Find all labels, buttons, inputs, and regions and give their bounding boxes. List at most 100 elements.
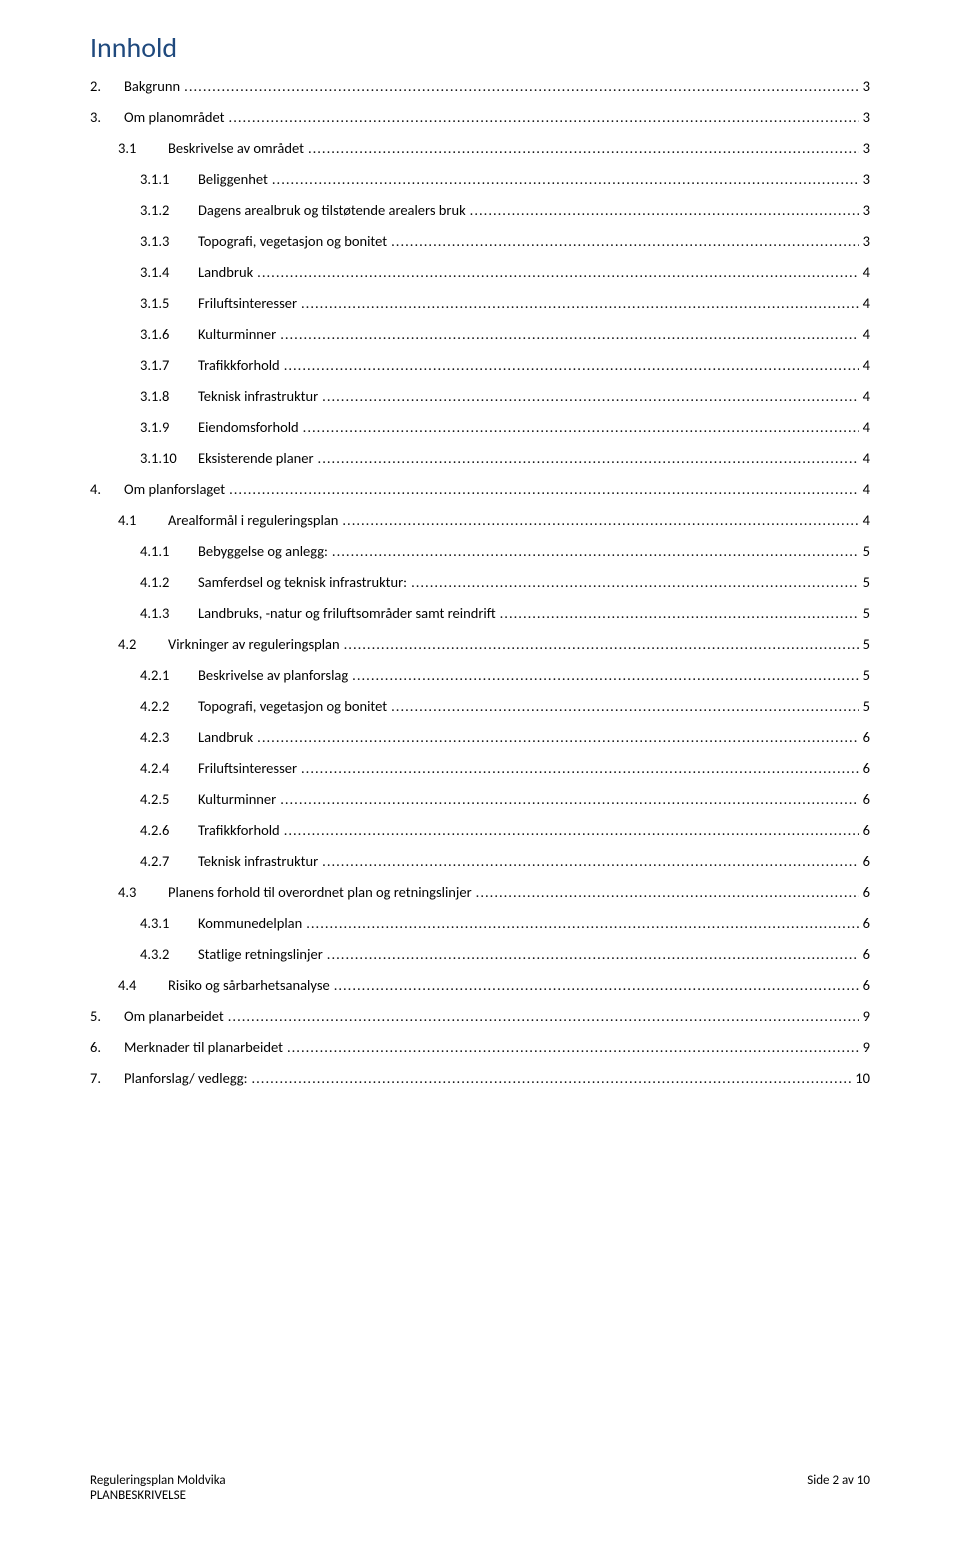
toc-entry-label: Beskrivelse av området xyxy=(168,139,304,157)
toc-entry-label: Planens forhold til overordnet plan og r… xyxy=(168,883,472,901)
toc-entry-page: 4 xyxy=(863,480,870,498)
toc-entry-number: 4.4 xyxy=(118,976,168,994)
toc-entry-label: Om planarbeidet xyxy=(124,1007,224,1025)
toc-entry-number: 3.1.8 xyxy=(140,387,198,405)
toc-entry[interactable]: 3.1.3Topografi, vegetasjon og bonitet3 xyxy=(90,232,870,250)
toc-entry-page: 4 xyxy=(863,511,870,529)
toc-leader-dots xyxy=(352,666,858,684)
toc-entry-page: 5 xyxy=(863,542,870,560)
toc-entry[interactable]: 4.3.1Kommunedelplan6 xyxy=(90,914,870,932)
toc-entry[interactable]: 5.Om planarbeidet9 xyxy=(90,1007,870,1025)
toc-entry[interactable]: 6.Merknader til planarbeidet9 xyxy=(90,1038,870,1056)
toc-leader-dots xyxy=(332,542,859,560)
toc-entry[interactable]: 4.2Virkninger av reguleringsplan5 xyxy=(90,635,870,653)
toc-leader-dots xyxy=(391,697,859,715)
toc-entry-page: 9 xyxy=(863,1007,870,1025)
toc-entry[interactable]: 4.1.2Samferdsel og teknisk infrastruktur… xyxy=(90,573,870,591)
toc-entry[interactable]: 4.2.2Topografi, vegetasjon og bonitet5 xyxy=(90,697,870,715)
toc-entry-page: 4 xyxy=(863,418,870,436)
toc-entry[interactable]: 4.Om planforslaget4 xyxy=(90,480,870,498)
table-of-contents: 2.Bakgrunn3 3.Om planområdet3 3.1Beskrivel… xyxy=(90,77,870,1087)
toc-entry-page: 4 xyxy=(863,263,870,281)
toc-entry[interactable]: 3.1.1Beliggenhet 3 xyxy=(90,170,870,188)
toc-entry[interactable]: 4.4Risiko og sårbarhetsanalyse 6 xyxy=(90,976,870,994)
toc-leader-dots xyxy=(184,77,858,95)
toc-entry[interactable]: 4.2.5Kulturminner6 xyxy=(90,790,870,808)
toc-entry-label: Om planområdet xyxy=(124,108,225,126)
toc-leader-dots xyxy=(411,573,859,591)
toc-entry[interactable]: 4.2.6Trafikkforhold6 xyxy=(90,821,870,839)
document-page: Innhold 2.Bakgrunn3 3.Om planområdet3 3.1B… xyxy=(0,0,960,1543)
toc-leader-dots xyxy=(229,108,859,126)
toc-entry-label: Samferdsel og teknisk infrastruktur: xyxy=(198,573,407,591)
toc-entry[interactable]: 4.1Arealformål i reguleringsplan4 xyxy=(90,511,870,529)
toc-entry-page: 5 xyxy=(863,697,870,715)
toc-entry[interactable]: 3.1.6Kulturminner4 xyxy=(90,325,870,343)
toc-entry[interactable]: 4.2.4Friluftsinteresser6 xyxy=(90,759,870,777)
toc-entry-number: 7. xyxy=(90,1069,124,1087)
toc-entry-page: 3 xyxy=(863,201,870,219)
toc-entry-page: 5 xyxy=(863,604,870,622)
toc-leader-dots xyxy=(257,263,858,281)
toc-entry-page: 3 xyxy=(863,77,870,95)
toc-entry[interactable]: 4.1.1Bebyggelse og anlegg:5 xyxy=(90,542,870,560)
toc-leader-dots xyxy=(228,1007,859,1025)
toc-entry-number: 4.2 xyxy=(118,635,168,653)
toc-entry[interactable]: 3.1.2Dagens arealbruk og tilstøtende are… xyxy=(90,201,870,219)
toc-entry-page: 10 xyxy=(855,1069,870,1087)
toc-entry-page: 6 xyxy=(863,976,870,994)
toc-entry-label: Trafikkforhold xyxy=(198,821,280,839)
toc-entry-number: 3.1.5 xyxy=(140,294,198,312)
toc-entry[interactable]: 3.1.7Trafikkforhold4 xyxy=(90,356,870,374)
toc-entry-page: 4 xyxy=(863,387,870,405)
toc-leader-dots xyxy=(251,1069,851,1087)
toc-entry-number: 3.1.3 xyxy=(140,232,198,250)
toc-leader-dots xyxy=(470,201,859,219)
toc-leader-dots xyxy=(272,170,859,188)
toc-title: Innhold xyxy=(90,30,870,65)
toc-entry[interactable]: 4.2.1Beskrivelse av planforslag5 xyxy=(90,666,870,684)
toc-entry[interactable]: 2.Bakgrunn3 xyxy=(90,77,870,95)
toc-entry-number: 6. xyxy=(90,1038,124,1056)
toc-entry-number: 3.1.1 xyxy=(140,170,198,188)
toc-entry[interactable]: 4.1.3Landbruks, -natur og friluftsområde… xyxy=(90,604,870,622)
toc-entry[interactable]: 3.1.4Landbruk4 xyxy=(90,263,870,281)
toc-entry[interactable]: 3.1Beskrivelse av området3 xyxy=(90,139,870,157)
toc-entry-label: Kulturminner xyxy=(198,325,276,343)
toc-entry-number: 3.1.9 xyxy=(140,418,198,436)
toc-entry[interactable]: 4.2.3Landbruk6 xyxy=(90,728,870,746)
toc-entry-number: 4.2.3 xyxy=(140,728,198,746)
toc-entry-label: Trafikkforhold xyxy=(198,356,280,374)
toc-entry[interactable]: 3.1.5Friluftsinteresser4 xyxy=(90,294,870,312)
footer-doc-type: PLANBESKRIVELSE xyxy=(90,1488,226,1503)
toc-entry-label: Beliggenhet xyxy=(198,170,268,188)
toc-entry[interactable]: 4.2.7Teknisk infrastruktur6 xyxy=(90,852,870,870)
toc-entry[interactable]: 3.1.9Eiendomsforhold 4 xyxy=(90,418,870,436)
toc-leader-dots xyxy=(284,356,859,374)
toc-leader-dots xyxy=(280,790,858,808)
toc-entry-number: 4.1.1 xyxy=(140,542,198,560)
toc-leader-dots xyxy=(500,604,859,622)
toc-entry-label: Landbruk xyxy=(198,728,253,746)
toc-entry[interactable]: 3.1.10Eksisterende planer4 xyxy=(90,449,870,467)
toc-entry[interactable]: 3.Om planområdet3 xyxy=(90,108,870,126)
footer-page-number: Side 2 av 10 xyxy=(807,1473,870,1503)
toc-entry-label: Dagens arealbruk og tilstøtende arealers… xyxy=(198,201,466,219)
toc-entry-page: 3 xyxy=(863,170,870,188)
toc-entry-number: 4.3.2 xyxy=(140,945,198,963)
toc-entry-number: 3.1.2 xyxy=(140,201,198,219)
toc-entry-label: Eksisterende planer xyxy=(198,449,314,467)
toc-entry-label: Eiendomsforhold xyxy=(198,418,299,436)
toc-entry[interactable]: 3.1.8Teknisk infrastruktur4 xyxy=(90,387,870,405)
page-footer: Reguleringsplan Moldvika PLANBESKRIVELSE… xyxy=(90,1473,870,1503)
toc-entry[interactable]: 4.3.2Statlige retningslinjer6 xyxy=(90,945,870,963)
toc-leader-dots xyxy=(287,1038,859,1056)
toc-entry[interactable]: 7.Planforslag/ vedlegg:10 xyxy=(90,1069,870,1087)
toc-entry-label: Kommunedelplan xyxy=(198,914,302,932)
toc-leader-dots xyxy=(322,852,858,870)
toc-entry-number: 4.2.5 xyxy=(140,790,198,808)
toc-entry-label: Risiko og sårbarhetsanalyse xyxy=(168,976,330,994)
toc-entry-page: 6 xyxy=(863,883,870,901)
toc-entry-number: 4.1.3 xyxy=(140,604,198,622)
toc-entry[interactable]: 4.3Planens forhold til overordnet plan o… xyxy=(90,883,870,901)
